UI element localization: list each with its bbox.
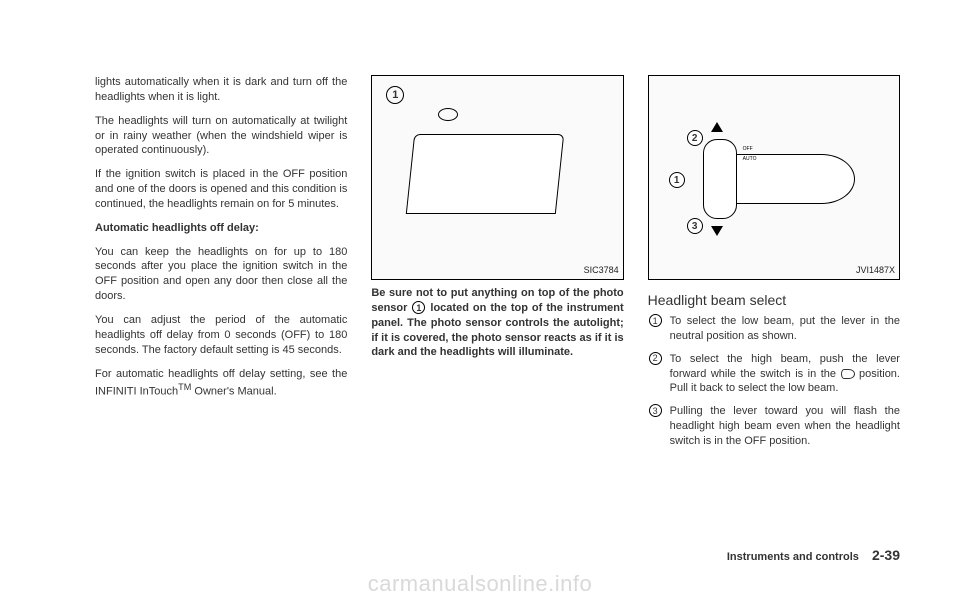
para: You can keep the headlights on for up to… [95,245,347,304]
para-text: Owner's Manual. [191,386,276,398]
figure-photo-sensor: 1 SIC3784 [371,75,623,280]
figure-id: SIC3784 [584,265,619,275]
footer-section: Instruments and controls [727,551,859,563]
figure-drawing: OFF AUTO 1 2 3 [657,84,891,259]
para: For automatic headlights off delay setti… [95,367,347,400]
page-columns: lights automatically when it is dark and… [95,75,900,505]
list-number: 2 [648,352,670,397]
knob-icon [703,139,737,219]
list-item: 3 Pulling the lever toward you will flas… [648,404,900,449]
callout-3-icon: 3 [687,218,703,234]
callout-1-icon: 1 [386,86,404,104]
figure-drawing: 1 [380,84,614,259]
list-item: 2 To select the high beam, push the leve… [648,352,900,397]
footer-page: 2-39 [872,547,900,563]
para: The headlights will turn on automaticall… [95,114,347,159]
callout-3-icon: 3 [649,404,662,417]
list-text: To select the high beam, push the lever … [670,352,900,397]
callout-2-icon: 2 [687,130,703,146]
list-number: 3 [648,404,670,449]
subheading: Automatic headlights off delay: [95,221,347,236]
section-heading: Headlight beam select [648,292,900,308]
figure-caption: Be sure not to put anything on top of th… [371,286,623,360]
list-item: 1 To select the low beam, put the lever … [648,314,900,344]
arrow-up-icon [711,122,723,132]
callout-2-icon: 2 [649,352,662,365]
figure-headlight-lever: OFF AUTO 1 2 3 JVI1487X [648,75,900,280]
sensor-icon [438,108,458,121]
arrow-down-icon [711,226,723,236]
knob-label: OFF [743,146,753,152]
headlight-icon [841,369,855,379]
list-text: Pulling the lever toward you will flash … [670,404,900,449]
trademark: TM [178,382,191,392]
list-number: 1 [648,314,670,344]
callout-1-icon: 1 [669,172,685,188]
list-text: To select the low beam, put the lever in… [670,314,900,344]
para: If the ignition switch is placed in the … [95,167,347,212]
callout-1-icon: 1 [649,314,662,327]
callout-1-inline-icon: 1 [412,301,425,314]
column-1: lights automatically when it is dark and… [95,75,347,505]
page-footer: Instruments and controls 2-39 [727,547,900,563]
column-2: 1 SIC3784 Be sure not to put anything on… [371,75,623,505]
watermark: carmanualsonline.info [0,571,960,597]
column-3: OFF AUTO 1 2 3 JVI1487X Headlight beam s… [648,75,900,505]
para: You can adjust the period of the automat… [95,313,347,358]
figure-id: JVI1487X [856,265,895,275]
para: lights automatically when it is dark and… [95,75,347,105]
dashboard-icon [406,134,564,214]
knob-label: AUTO [743,156,757,162]
